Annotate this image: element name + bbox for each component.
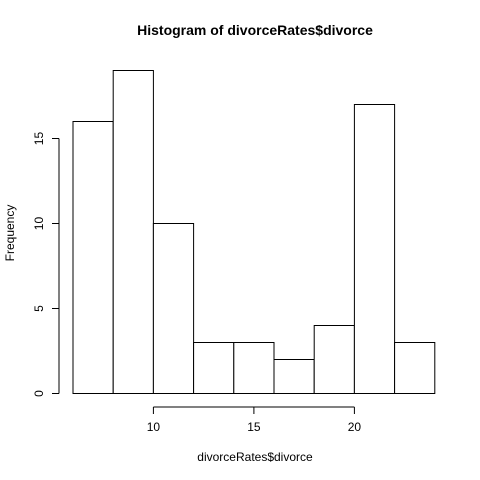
histogram-bar-5 bbox=[233, 342, 275, 394]
y-axis: 0 5 10 15 bbox=[32, 132, 60, 397]
y-axis-title: Frequency bbox=[3, 205, 17, 262]
x-axis: 10 15 20 bbox=[147, 406, 362, 434]
histogram-bar-7 bbox=[313, 325, 355, 394]
y-tick-label: 5 bbox=[32, 305, 46, 312]
histogram-bar-3 bbox=[152, 223, 195, 394]
histogram-bar-6 bbox=[273, 359, 315, 394]
x-tick-label: 20 bbox=[348, 420, 362, 434]
histogram-bar-8 bbox=[353, 104, 396, 394]
y-tick-label: 0 bbox=[32, 390, 46, 397]
bars-group bbox=[72, 70, 436, 394]
y-tick-label: 15 bbox=[32, 132, 46, 146]
chart-title: Histogram of divorceRates$divorce bbox=[137, 22, 373, 38]
histogram-bar-9 bbox=[394, 342, 436, 394]
histogram-bar-1 bbox=[72, 121, 114, 394]
x-axis-title: divorceRates$divorce bbox=[197, 450, 313, 464]
histogram-bar-4 bbox=[193, 342, 235, 394]
x-tick-label: 15 bbox=[247, 420, 261, 434]
histogram-bar-2 bbox=[112, 70, 154, 394]
x-tick-label: 10 bbox=[147, 420, 161, 434]
y-tick-label: 10 bbox=[32, 217, 46, 231]
